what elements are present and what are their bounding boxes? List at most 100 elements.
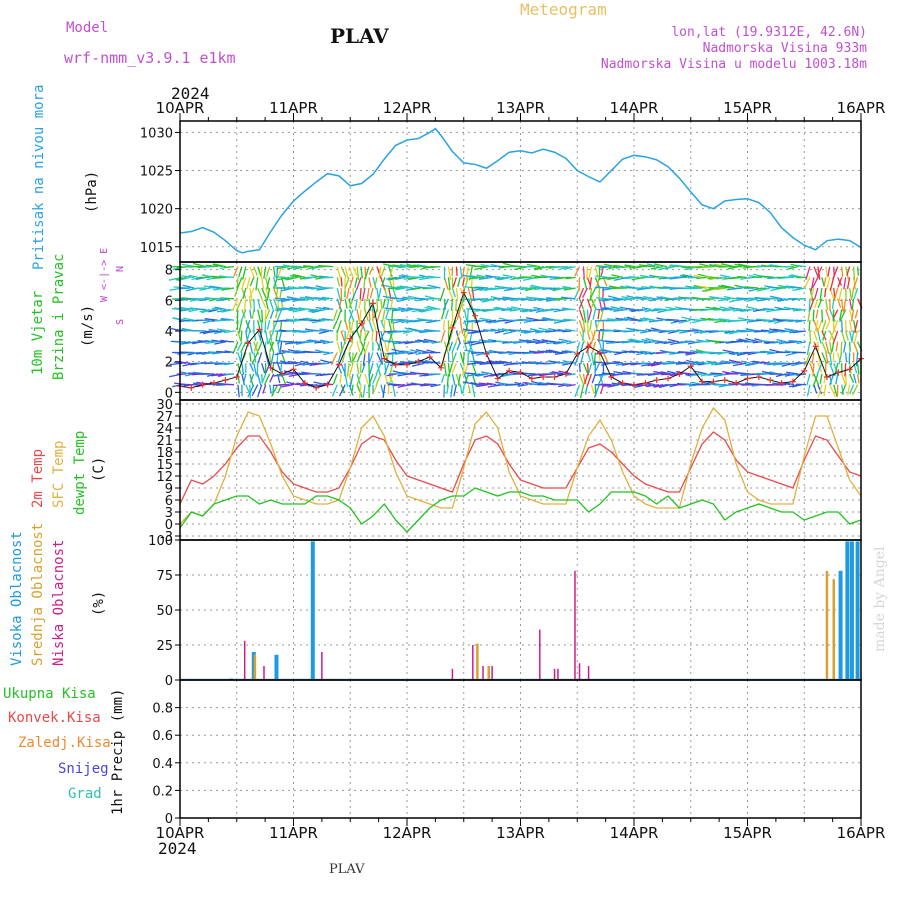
low-cloud-bar: [451, 668, 454, 680]
wind-barb: [490, 328, 501, 332]
wind-barb: [479, 317, 493, 321]
wind-barb: [824, 287, 827, 298]
wind-barb: [582, 309, 587, 323]
wind-speed-point: [460, 289, 467, 296]
wind-barb: [815, 309, 819, 319]
wind-barb: [578, 309, 585, 323]
wind-barb: [522, 308, 536, 313]
wind-barb: [337, 352, 342, 362]
wind-speed-point: [426, 354, 433, 361]
wind-barb: [212, 351, 223, 355]
wind-barb: [321, 318, 334, 321]
wind-barb: [628, 276, 640, 278]
wind-barb: [415, 348, 429, 354]
wind-barb: [356, 277, 362, 290]
y-tick-label: 0.2: [152, 784, 173, 799]
wind-barb: [299, 308, 314, 311]
wind-speed-point: [358, 320, 365, 327]
wind-barb: [331, 384, 338, 397]
wind-barb: [336, 341, 342, 355]
wind-barb: [344, 266, 349, 279]
wind-barb: [822, 330, 827, 341]
wind-barb: [812, 309, 815, 322]
wind-barb: [578, 373, 585, 386]
model-name: wrf-nmm_v3.9.1 e1km: [64, 49, 236, 67]
wind-barb: [689, 287, 703, 290]
wind-barb: [368, 363, 374, 377]
wind-barb: [363, 341, 370, 355]
wind-barb: [594, 362, 600, 373]
wind-barb: [503, 330, 517, 335]
wind-barb: [351, 330, 354, 343]
wind-speed-point: [438, 364, 445, 371]
wind-barb: [462, 298, 477, 301]
wind-barb: [558, 384, 568, 388]
wind-barb: [346, 287, 350, 299]
wind-barb: [214, 306, 227, 311]
wind-barb: [384, 373, 389, 387]
wind-barb: [699, 263, 711, 268]
wind-barb: [344, 330, 350, 343]
wind-speed-point: [494, 375, 501, 382]
wind-barb: [245, 320, 251, 332]
wind-barb: [609, 308, 620, 311]
wind-barb: [530, 284, 544, 289]
wind-barb: [319, 298, 330, 301]
wind-barb: [770, 295, 783, 300]
wind-barb: [590, 298, 597, 308]
wind-barb: [400, 308, 413, 313]
wind-barb: [274, 309, 279, 319]
wind-barb: [689, 373, 703, 377]
wind-barb: [270, 352, 275, 365]
wind-barb: [418, 308, 429, 313]
wind-barb: [817, 384, 823, 395]
wind-barb: [455, 298, 458, 311]
wind-barb: [450, 298, 454, 311]
wind-barb: [367, 352, 374, 366]
wind-barb: [837, 277, 843, 288]
wind-barb: [292, 273, 306, 278]
wind-barb: [338, 384, 346, 397]
wind-barb: [423, 338, 437, 343]
wind-barb: [809, 298, 815, 311]
wind-barb: [276, 362, 282, 372]
wind-barb: [249, 362, 255, 372]
wind-barb: [207, 351, 219, 354]
wind-barb: [705, 306, 719, 311]
wind-barb: [808, 298, 811, 312]
wind-barb: [428, 319, 441, 323]
wind-barb: [213, 263, 227, 268]
wind-barb: [812, 373, 819, 387]
wind-barb: [760, 339, 771, 343]
wind-barb: [589, 277, 593, 290]
panel-frame: [179, 679, 862, 819]
wind-barb: [265, 298, 269, 310]
wind-barb: [766, 285, 779, 289]
wind-barb: [520, 330, 532, 334]
wind-barb: [667, 338, 679, 343]
wind-barb: [816, 320, 823, 333]
wind-barb: [381, 277, 386, 287]
wind-barb: [449, 363, 454, 373]
wind-barb: [693, 330, 707, 334]
wind-barb: [241, 287, 247, 299]
wind-speed-point: [801, 367, 808, 374]
wind-barb: [280, 352, 286, 363]
y-tick-label: 0.6: [152, 729, 173, 744]
wind-barb: [701, 298, 715, 301]
wind-barb: [312, 308, 326, 314]
wind-barb: [467, 287, 472, 300]
wind-barb: [498, 351, 513, 355]
wind-barb: [396, 286, 409, 289]
temp-sfc-line: [179, 406, 862, 525]
wind-barb: [594, 277, 600, 288]
wind-barb: [423, 383, 437, 386]
wind-barb: [340, 330, 346, 343]
y-tick-label: 2: [165, 356, 173, 371]
wind-barb: [349, 363, 354, 375]
wind-barb: [366, 287, 370, 300]
wind-barb: [175, 276, 187, 281]
wind-barb: [707, 276, 719, 280]
wind-barb: [586, 320, 589, 334]
wind-barb: [356, 266, 360, 281]
